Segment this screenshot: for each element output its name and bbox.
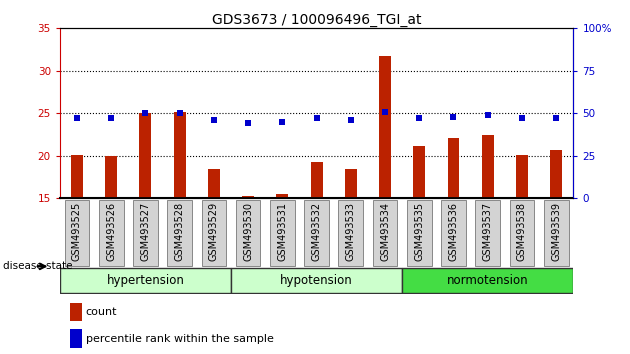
FancyBboxPatch shape bbox=[441, 200, 466, 266]
Text: percentile rank within the sample: percentile rank within the sample bbox=[86, 334, 273, 344]
FancyBboxPatch shape bbox=[304, 200, 329, 266]
FancyBboxPatch shape bbox=[510, 200, 534, 266]
Point bbox=[106, 115, 117, 121]
FancyBboxPatch shape bbox=[168, 200, 192, 266]
Text: GSM493525: GSM493525 bbox=[72, 202, 82, 261]
Bar bbox=[277, 194, 289, 198]
Bar bbox=[345, 169, 357, 198]
Point bbox=[175, 110, 185, 116]
Point bbox=[517, 115, 527, 121]
Text: GSM493529: GSM493529 bbox=[209, 202, 219, 261]
Text: GSM493537: GSM493537 bbox=[483, 202, 493, 261]
Point bbox=[346, 117, 356, 123]
Bar bbox=[311, 162, 323, 198]
Text: hypotension: hypotension bbox=[280, 274, 353, 287]
Text: disease state: disease state bbox=[3, 261, 72, 272]
Text: GSM493526: GSM493526 bbox=[106, 202, 116, 261]
Point bbox=[415, 115, 425, 121]
Point bbox=[449, 114, 459, 120]
FancyBboxPatch shape bbox=[65, 200, 89, 266]
Text: GSM493539: GSM493539 bbox=[551, 202, 561, 261]
Text: GSM493538: GSM493538 bbox=[517, 202, 527, 261]
Point bbox=[209, 117, 219, 123]
Point bbox=[72, 115, 82, 121]
FancyBboxPatch shape bbox=[202, 200, 226, 266]
FancyBboxPatch shape bbox=[236, 200, 260, 266]
Text: GSM493527: GSM493527 bbox=[140, 202, 151, 261]
FancyBboxPatch shape bbox=[544, 200, 568, 266]
Point bbox=[243, 121, 253, 126]
Bar bbox=[516, 155, 528, 198]
Bar bbox=[105, 156, 117, 198]
Text: hypertension: hypertension bbox=[106, 274, 185, 287]
Text: GSM493531: GSM493531 bbox=[277, 202, 287, 261]
Text: GSM493530: GSM493530 bbox=[243, 202, 253, 261]
FancyBboxPatch shape bbox=[270, 200, 295, 266]
Text: GSM493534: GSM493534 bbox=[380, 202, 390, 261]
Point bbox=[312, 115, 322, 121]
Bar bbox=[139, 113, 151, 198]
FancyBboxPatch shape bbox=[407, 200, 432, 266]
Point bbox=[380, 109, 390, 114]
Bar bbox=[71, 155, 83, 198]
Bar bbox=[242, 196, 254, 198]
Point bbox=[483, 112, 493, 118]
Point bbox=[551, 115, 561, 121]
FancyBboxPatch shape bbox=[476, 200, 500, 266]
Text: GSM493532: GSM493532 bbox=[312, 202, 321, 261]
FancyBboxPatch shape bbox=[402, 268, 573, 293]
Point bbox=[140, 110, 151, 116]
Bar bbox=[550, 150, 562, 198]
Bar bbox=[447, 138, 459, 198]
Title: GDS3673 / 100096496_TGI_at: GDS3673 / 100096496_TGI_at bbox=[212, 13, 421, 27]
FancyBboxPatch shape bbox=[133, 200, 158, 266]
Text: count: count bbox=[86, 307, 117, 317]
FancyBboxPatch shape bbox=[338, 200, 363, 266]
FancyBboxPatch shape bbox=[99, 200, 123, 266]
FancyBboxPatch shape bbox=[373, 200, 398, 266]
Bar bbox=[174, 113, 186, 198]
Text: GSM493528: GSM493528 bbox=[175, 202, 185, 261]
Text: normotension: normotension bbox=[447, 274, 529, 287]
Bar bbox=[379, 56, 391, 198]
Text: GSM493533: GSM493533 bbox=[346, 202, 356, 261]
FancyBboxPatch shape bbox=[60, 268, 231, 293]
Bar bbox=[70, 303, 83, 321]
Bar bbox=[413, 145, 425, 198]
FancyBboxPatch shape bbox=[231, 268, 402, 293]
Text: GSM493536: GSM493536 bbox=[449, 202, 459, 261]
Bar bbox=[208, 169, 220, 198]
Text: GSM493535: GSM493535 bbox=[415, 202, 424, 261]
Bar bbox=[70, 329, 83, 348]
Point bbox=[277, 119, 287, 125]
Bar bbox=[482, 135, 494, 198]
